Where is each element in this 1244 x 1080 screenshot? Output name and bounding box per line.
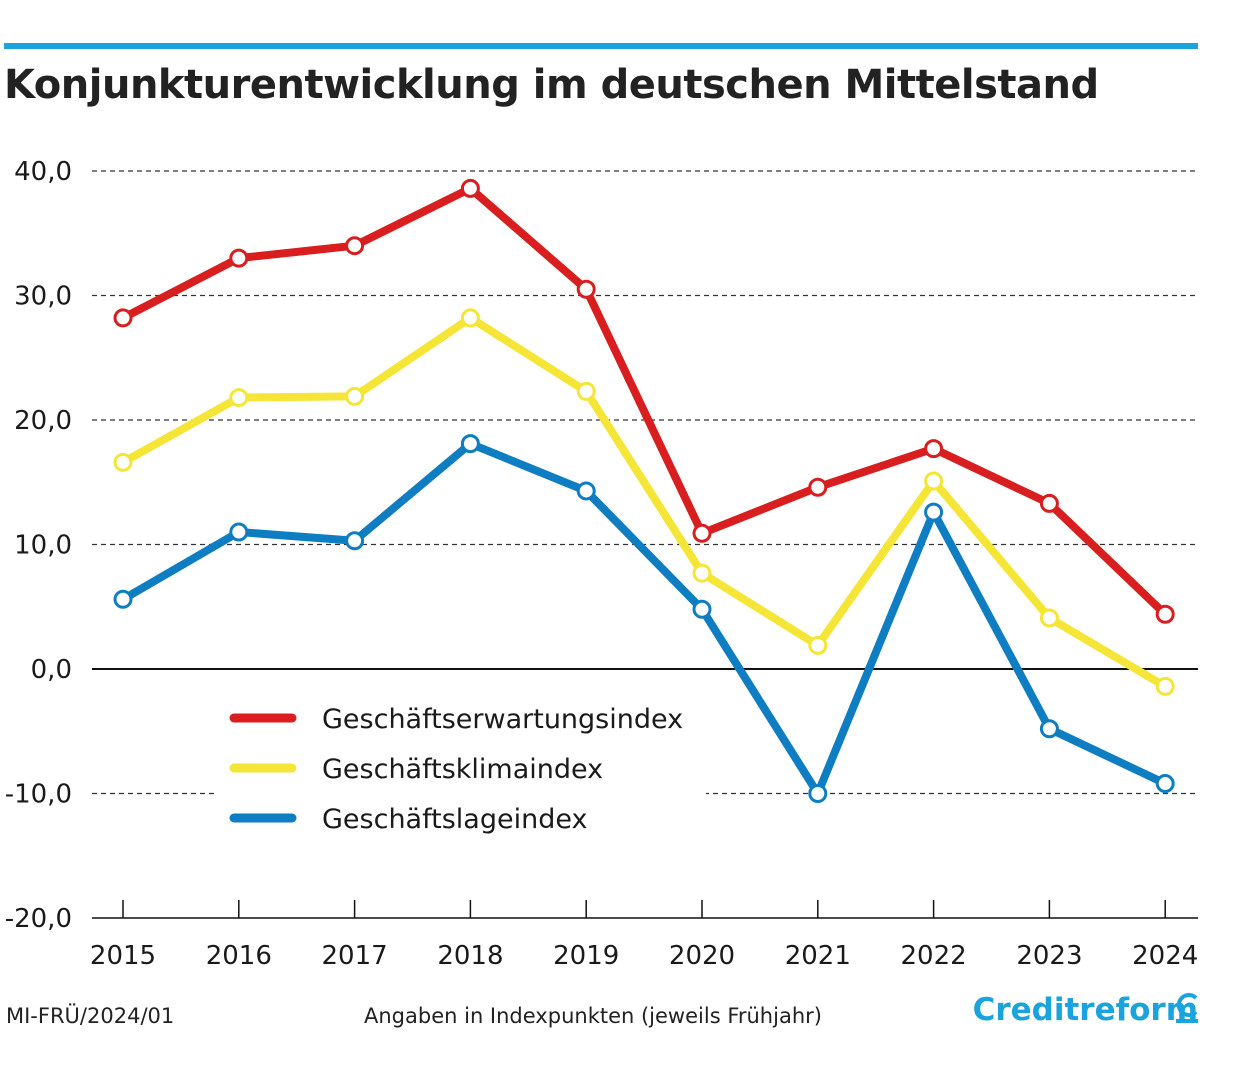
y-tick-label: 30,0: [14, 282, 72, 312]
x-tick-label: 2024: [1132, 941, 1198, 971]
data-point: [1039, 493, 1059, 513]
y-tick-label: -10,0: [5, 780, 72, 810]
x-tick-label: 2023: [1016, 941, 1082, 971]
x-axis: 2015 2016 2017 2018 2019 2020 2021 2022 2023 2024: [90, 900, 1198, 971]
data-point: [113, 308, 133, 328]
data-point: [1155, 774, 1175, 794]
series-line: [119, 313, 1170, 691]
series-line: [119, 439, 1170, 798]
unit-note: Angaben in Indexpunkten (jeweils Frühjah…: [364, 1004, 822, 1028]
data-point: [229, 522, 249, 542]
data-point: [924, 439, 944, 459]
x-tick-label: 2018: [437, 941, 503, 971]
x-tick-label: 2021: [785, 941, 851, 971]
y-axis: 40,0 30,0 20,0 10,0 0,0 -10,0 -20,0: [5, 157, 72, 934]
legend-label: Geschäftserwartungsindex: [322, 704, 683, 735]
data-point: [1039, 608, 1059, 628]
data-point: [692, 563, 712, 583]
legend-background: [216, 696, 706, 846]
y-tick-label: 10,0: [14, 531, 72, 561]
data-point: [576, 279, 596, 299]
data-point: [1155, 604, 1175, 624]
data-point: [576, 381, 596, 401]
series-line: [119, 184, 1170, 619]
legend-label: Geschäftsklimaindex: [322, 754, 603, 785]
data-point: [460, 434, 480, 454]
y-tick-label: 20,0: [14, 406, 72, 436]
x-tick-label: 2016: [206, 941, 272, 971]
legend-label: Geschäftslageindex: [322, 804, 587, 835]
series-lines: [113, 178, 1175, 803]
data-point: [345, 236, 365, 256]
x-tick-label: 2020: [669, 941, 735, 971]
data-point: [1039, 719, 1059, 739]
data-point: [808, 784, 828, 803]
y-tick-label: 0,0: [31, 655, 72, 685]
x-tick-label: 2015: [90, 941, 156, 971]
data-point: [692, 599, 712, 619]
chart-code: MI-FRÜ/2024/01: [6, 1004, 175, 1028]
data-point: [692, 523, 712, 543]
chart-title: Konjunkturentwicklung im deutschen Mitte…: [4, 62, 1099, 108]
x-tick-label: 2017: [322, 941, 388, 971]
y-tick-label: 40,0: [14, 157, 72, 187]
x-tick-label: 2022: [901, 941, 967, 971]
data-point: [113, 589, 133, 609]
data-point: [229, 388, 249, 408]
brand-logo-text: Creditreform: [972, 992, 1198, 1028]
y-tick-label: -20,0: [5, 904, 72, 934]
data-point: [460, 308, 480, 328]
data-point: [924, 471, 944, 491]
data-point: [576, 481, 596, 501]
top-accent-rule: [4, 43, 1198, 49]
data-point: [345, 531, 365, 551]
data-point: [1155, 676, 1175, 696]
x-tick-label: 2019: [553, 941, 619, 971]
data-point: [924, 502, 944, 522]
data-point: [808, 477, 828, 497]
data-point: [229, 248, 249, 268]
data-point: [113, 452, 133, 472]
data-point: [345, 386, 365, 406]
brand-logo-icon: [1176, 993, 1198, 1023]
data-point: [460, 178, 480, 198]
data-point: [808, 635, 828, 655]
legend: Geschäftserwartungsindex Geschäftsklimain…: [216, 696, 706, 846]
